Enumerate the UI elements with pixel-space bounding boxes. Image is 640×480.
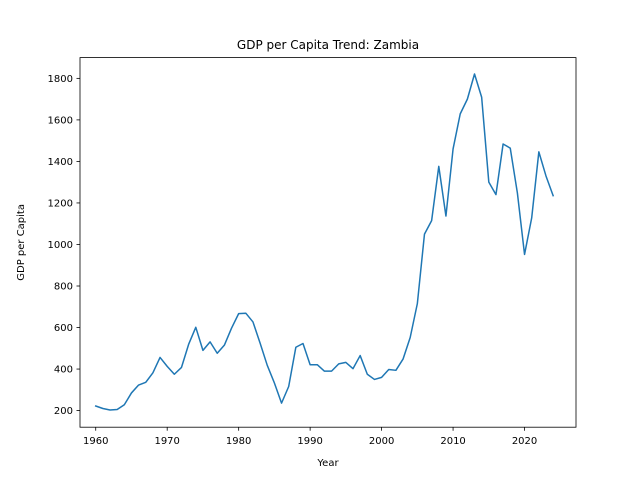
y-tick-label: 1600 xyxy=(48,115,73,126)
x-tick-label: 2010 xyxy=(440,436,465,447)
series-line-gdp-per-capita xyxy=(94,73,555,411)
x-axis-label: Year xyxy=(316,458,339,469)
y-tick-label: 1000 xyxy=(48,240,73,251)
x-tick-label: 1980 xyxy=(226,436,251,447)
x-tick-label: 2020 xyxy=(512,436,537,447)
chart-title: GDP per Capita Trend: Zambia xyxy=(237,38,419,52)
y-tick-label: 800 xyxy=(54,282,73,293)
y-tick-label: 1800 xyxy=(48,74,73,85)
x-tick-label: 1960 xyxy=(83,436,108,447)
y-tick-label: 1400 xyxy=(48,157,73,168)
x-axis-ticks: 1960 1970 1980 1990 2000 2010 2020 xyxy=(83,427,537,447)
x-tick-label: 1970 xyxy=(154,436,179,447)
plot-frame xyxy=(79,57,577,428)
y-tick-label: 200 xyxy=(54,406,73,417)
plot-area xyxy=(80,57,576,428)
x-tick-label: 2000 xyxy=(369,436,394,447)
y-axis-label: GDP per Capita xyxy=(16,204,27,281)
y-tick-label: 600 xyxy=(54,323,73,334)
y-axis-ticks: 200 400 600 800 1000 1200 1400 1600 1800 xyxy=(48,74,80,417)
y-tick-label: 1200 xyxy=(48,198,73,209)
x-tick-label: 1990 xyxy=(297,436,322,447)
y-tick-label: 400 xyxy=(54,365,73,376)
